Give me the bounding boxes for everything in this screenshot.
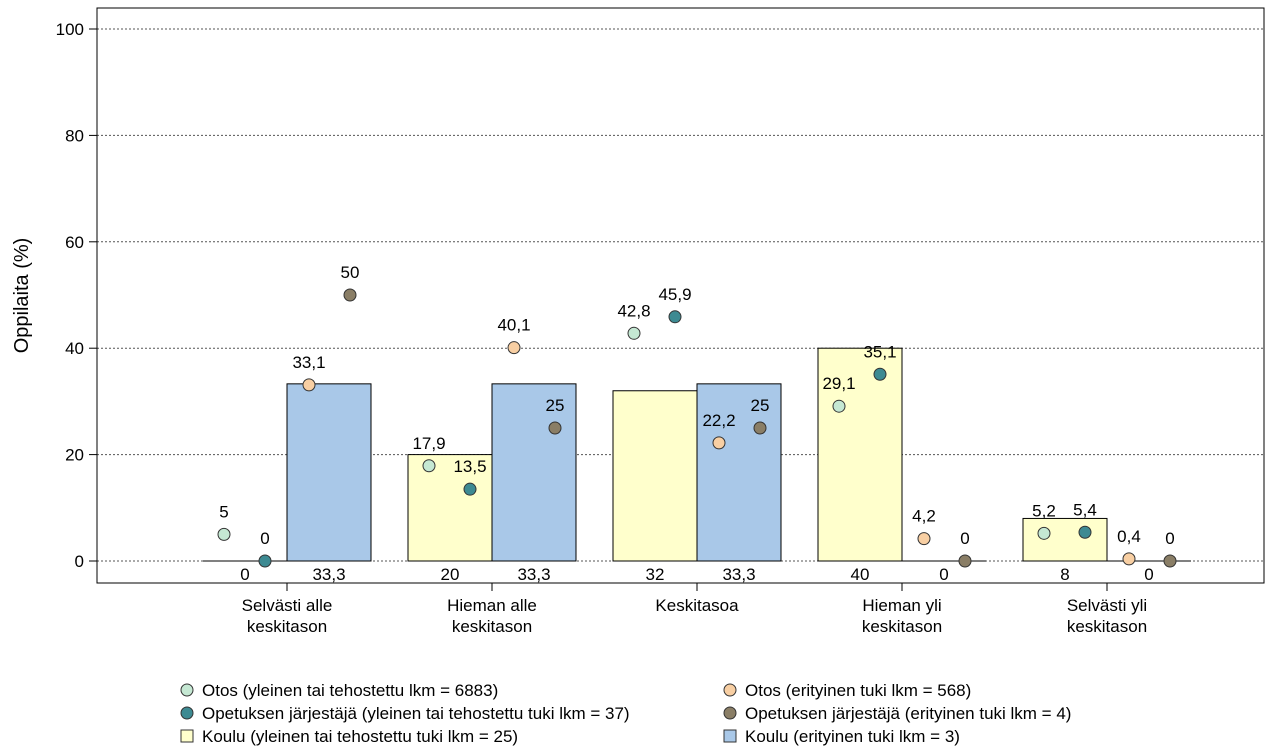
point-value-label: 4,2 [912, 507, 936, 526]
point-value-label: 29,1 [822, 374, 855, 393]
bar-value-label: 0 [1144, 565, 1153, 584]
bar-value-label: 0 [939, 565, 948, 584]
point-value-label: 50 [341, 263, 360, 282]
point-s2-c1 [507, 341, 521, 355]
point-value-label: 42,8 [617, 301, 650, 320]
legend-label-5: Koulu (erityinen tuki lkm = 3) [745, 727, 960, 746]
legend-marker-1 [723, 683, 737, 697]
bar-s0-c3 [817, 347, 903, 562]
point-value-label: 17,9 [412, 434, 445, 453]
point-value-label: 40,1 [497, 316, 530, 335]
points [217, 288, 1177, 568]
point-s2-c4 [1122, 552, 1136, 566]
point-s3-c4 [1163, 554, 1177, 568]
bar-value-label: 20 [441, 565, 460, 584]
point-value-label: 45,9 [658, 285, 691, 304]
legend: Otos (yleinen tai tehostettu lkm = 6883)… [180, 681, 1071, 746]
legend-label-1: Otos (erityinen tuki lkm = 568) [745, 681, 971, 700]
x-tick-label-line: keskitason [247, 617, 327, 636]
bar-value-label: 33,3 [312, 565, 345, 584]
y-tick-label: 40 [65, 339, 84, 358]
bar-value-label: 33,3 [722, 565, 755, 584]
data-labels: 0 20 32 40 833,3 33,3 33,3 0 0517,942,829,15,201… [219, 263, 1174, 584]
point-s2-c2 [712, 436, 726, 450]
point-value-label: 25 [751, 396, 770, 415]
legend-marker-2 [180, 706, 194, 720]
point-value-label: 5,4 [1073, 500, 1097, 519]
bar-value-label: 40 [851, 565, 870, 584]
bar-s0-c4 [1022, 517, 1108, 562]
point-s1-c1 [463, 482, 477, 496]
point-value-label: 5 [219, 502, 228, 521]
x-tick-label: Selvästi alle keskitason [242, 596, 333, 636]
point-s0-c2 [627, 326, 641, 340]
bar-value-label: 0 [240, 565, 249, 584]
x-tick-label-line: keskitason [452, 617, 532, 636]
x-tick-label-line: keskitason [1067, 617, 1147, 636]
point-s2-c0 [302, 378, 316, 392]
x-tick-label: Hieman alle keskitason [447, 596, 537, 636]
bar-s0-c1 [407, 454, 493, 562]
point-s0-c4 [1037, 526, 1051, 540]
y-axis-title: Oppilaita (%) [11, 238, 33, 354]
bars [203, 347, 1191, 562]
point-s1-c4 [1078, 525, 1092, 539]
x-tick-label-line: Hieman yli [862, 596, 941, 615]
point-value-label: 35,1 [863, 342, 896, 361]
x-tick-label: Hieman yli keskitason [862, 596, 942, 636]
point-s3-c3 [958, 554, 972, 568]
plot-border [96, 7, 1265, 584]
x-tick-label: Keskitasoa [655, 596, 739, 615]
point-s1-c2 [668, 310, 682, 324]
bar-value-label: 33,3 [517, 565, 550, 584]
y-tick-label: 60 [65, 233, 84, 252]
x-tick-label-line: keskitason [862, 617, 942, 636]
point-value-label: 33,1 [292, 353, 325, 372]
y-tick-label: 100 [56, 20, 84, 39]
bar-s1-c1 [491, 383, 577, 562]
point-value-label: 25 [546, 396, 565, 415]
legend-marker-5 [723, 729, 737, 743]
legend-marker-4 [180, 729, 194, 743]
y-tick-label: 0 [75, 552, 84, 571]
x-tick-label-line: Selvästi alle [242, 596, 333, 615]
point-value-label: 0 [260, 529, 269, 548]
point-s0-c3 [832, 399, 846, 413]
legend-marker-3 [723, 706, 737, 720]
point-value-label: 22,2 [702, 411, 735, 430]
plot-frame [96, 7, 1265, 584]
point-s3-c1 [548, 421, 562, 435]
point-s0-c1 [422, 459, 436, 473]
bar-s1-c0 [286, 383, 372, 562]
bar-value-label: 8 [1060, 565, 1069, 584]
legend-label-4: Koulu (yleinen tai tehostettu tuki lkm =… [202, 727, 518, 746]
legend-label-3: Opetuksen järjestäjä (erityinen tuki lkm… [745, 704, 1071, 723]
point-value-label: 0,4 [1117, 527, 1141, 546]
point-s3-c0 [343, 288, 357, 302]
point-value-label: 0 [960, 529, 969, 548]
point-value-label: 13,5 [453, 457, 486, 476]
x-tick-label-line: Selvästi yli [1067, 596, 1147, 615]
legend-label-0: Otos (yleinen tai tehostettu lkm = 6883) [202, 681, 498, 700]
legend-marker-0 [180, 683, 194, 697]
y-tick-label: 20 [65, 446, 84, 465]
point-s2-c3 [917, 532, 931, 546]
point-value-label: 0 [1165, 529, 1174, 548]
legend-label-2: Opetuksen järjestäjä (yleinen tai tehost… [202, 704, 630, 723]
bar-value-label: 32 [646, 565, 665, 584]
point-s1-c3 [873, 367, 887, 381]
x-tick-label-line: Hieman alle [447, 596, 537, 615]
point-s1-c0 [258, 554, 272, 568]
bar-s1-c2 [696, 383, 782, 562]
point-s3-c2 [753, 421, 767, 435]
y-tick-label: 80 [65, 126, 84, 145]
point-s0-c0 [217, 527, 231, 541]
bar-s0-c2 [612, 390, 698, 562]
x-tick-label-line: Keskitasoa [655, 596, 739, 615]
x-tick-label: Selvästi yli keskitason [1067, 596, 1147, 636]
point-value-label: 5,2 [1032, 501, 1056, 520]
